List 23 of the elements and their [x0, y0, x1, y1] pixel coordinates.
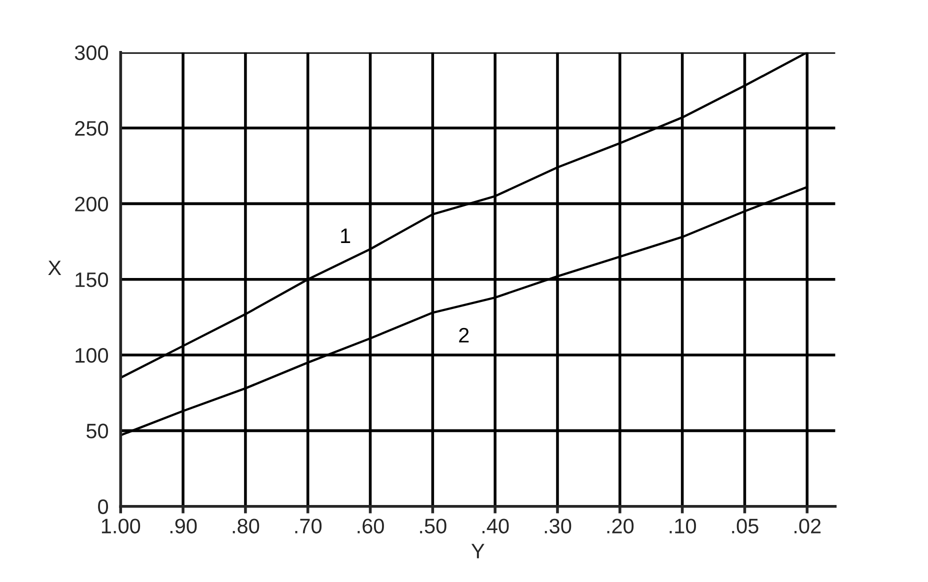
- x-tick-label: .40: [482, 518, 509, 534]
- x-tick-label: .50: [420, 518, 446, 534]
- x-tick-label: .70: [295, 518, 322, 534]
- x-tick-label: .02: [794, 518, 821, 534]
- y-tick-label: 250: [75, 121, 108, 136]
- x-tick-label: 1.00: [102, 518, 140, 534]
- series-label: 2: [459, 328, 469, 342]
- y-tick-label: 200: [75, 196, 108, 212]
- x-tick-label: .90: [170, 518, 197, 534]
- x-tick-label: .20: [607, 518, 634, 534]
- x-tick-label: .30: [544, 518, 572, 534]
- x-tick-label: .80: [232, 518, 260, 534]
- y-tick-label: 150: [76, 272, 108, 288]
- y-axis-title: X: [48, 260, 62, 276]
- x-axis-title: Y: [471, 544, 484, 558]
- y-tick-label: 300: [74, 45, 108, 60]
- y-tick-label: 100: [76, 348, 108, 363]
- series-label: 1: [341, 228, 350, 243]
- y-tick-label: 50: [86, 424, 108, 438]
- x-tick-label: .60: [358, 518, 384, 534]
- y-tick-label: 0: [98, 499, 108, 514]
- x-tick-label: .05: [732, 518, 758, 534]
- x-tick-label: .10: [670, 518, 696, 534]
